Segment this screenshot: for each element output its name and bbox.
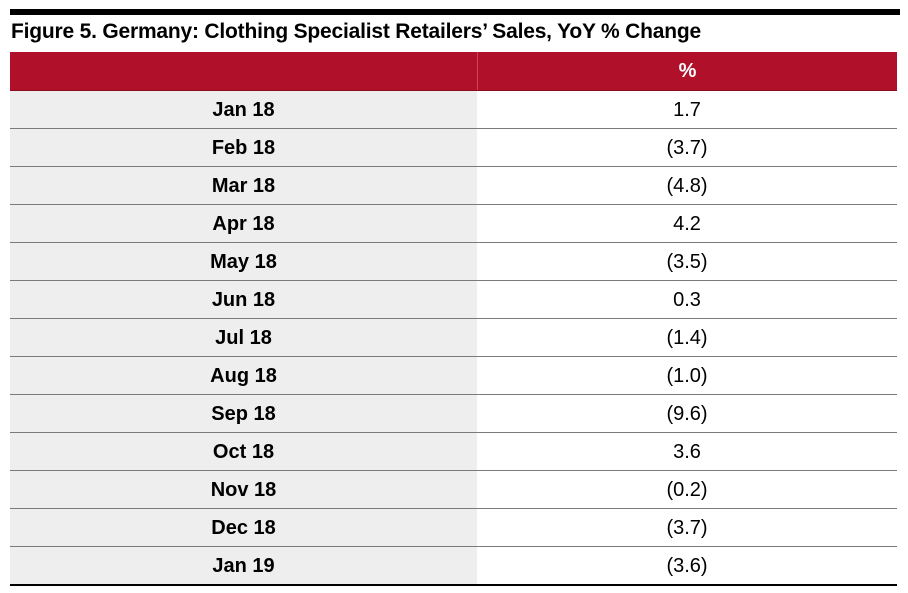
table-row: Nov 18 (0.2) bbox=[10, 471, 897, 509]
header-cell-percent: % bbox=[678, 59, 697, 82]
row-value: (1.0) bbox=[666, 365, 708, 387]
table-row: Apr 18 4.2 bbox=[10, 205, 897, 243]
row-label: Jul 18 bbox=[10, 319, 477, 356]
row-label: Jan 18 bbox=[10, 91, 477, 128]
top-rule bbox=[10, 9, 900, 15]
row-label: Mar 18 bbox=[10, 167, 477, 204]
table-row: Feb 18 (3.7) bbox=[10, 129, 897, 167]
row-value: 0.3 bbox=[673, 289, 701, 311]
row-label: Oct 18 bbox=[10, 433, 477, 470]
table-row: Dec 18 (3.7) bbox=[10, 509, 897, 547]
table-row: Sep 18 (9.6) bbox=[10, 395, 897, 433]
table-row: Jul 18 (1.4) bbox=[10, 319, 897, 357]
row-value: (3.5) bbox=[666, 251, 708, 273]
row-label: Aug 18 bbox=[10, 357, 477, 394]
row-value: (3.7) bbox=[666, 517, 708, 539]
table-row: Jun 18 0.3 bbox=[10, 281, 897, 319]
table-row: Jan 18 1.7 bbox=[10, 91, 897, 129]
data-table: % Jan 18 1.7 Feb 18 (3.7) Mar 18 (4.8) Apr 18 4… bbox=[10, 52, 897, 586]
table-header-row: % bbox=[10, 52, 897, 91]
row-value: 1.7 bbox=[673, 99, 701, 121]
row-label: Nov 18 bbox=[10, 471, 477, 508]
table-body: Jan 18 1.7 Feb 18 (3.7) Mar 18 (4.8) Apr 18 4.2… bbox=[10, 91, 897, 586]
row-value: (3.7) bbox=[666, 137, 708, 159]
table-row: Jan 19 (3.6) bbox=[10, 547, 897, 586]
row-label: Dec 18 bbox=[10, 509, 477, 546]
row-label: Jan 19 bbox=[10, 547, 477, 584]
row-value: (1.4) bbox=[666, 327, 708, 349]
table-row: May 18 (3.5) bbox=[10, 243, 897, 281]
table-row: Aug 18 (1.0) bbox=[10, 357, 897, 395]
table-row: Oct 18 3.6 bbox=[10, 433, 897, 471]
figure-title: Figure 5. Germany: Clothing Specialist R… bbox=[11, 20, 701, 43]
header-cell-label bbox=[10, 52, 478, 90]
table-row: Mar 18 (4.8) bbox=[10, 167, 897, 205]
row-label: Jun 18 bbox=[10, 281, 477, 318]
row-value: (0.2) bbox=[666, 479, 708, 501]
row-label: Feb 18 bbox=[10, 129, 477, 166]
row-value: (9.6) bbox=[666, 403, 708, 425]
row-label: Apr 18 bbox=[10, 205, 477, 242]
row-value: 3.6 bbox=[673, 441, 701, 463]
row-value: (3.6) bbox=[666, 555, 708, 577]
row-label: May 18 bbox=[10, 243, 477, 280]
row-label: Sep 18 bbox=[10, 395, 477, 432]
row-value: (4.8) bbox=[666, 175, 708, 197]
row-value: 4.2 bbox=[673, 213, 701, 235]
